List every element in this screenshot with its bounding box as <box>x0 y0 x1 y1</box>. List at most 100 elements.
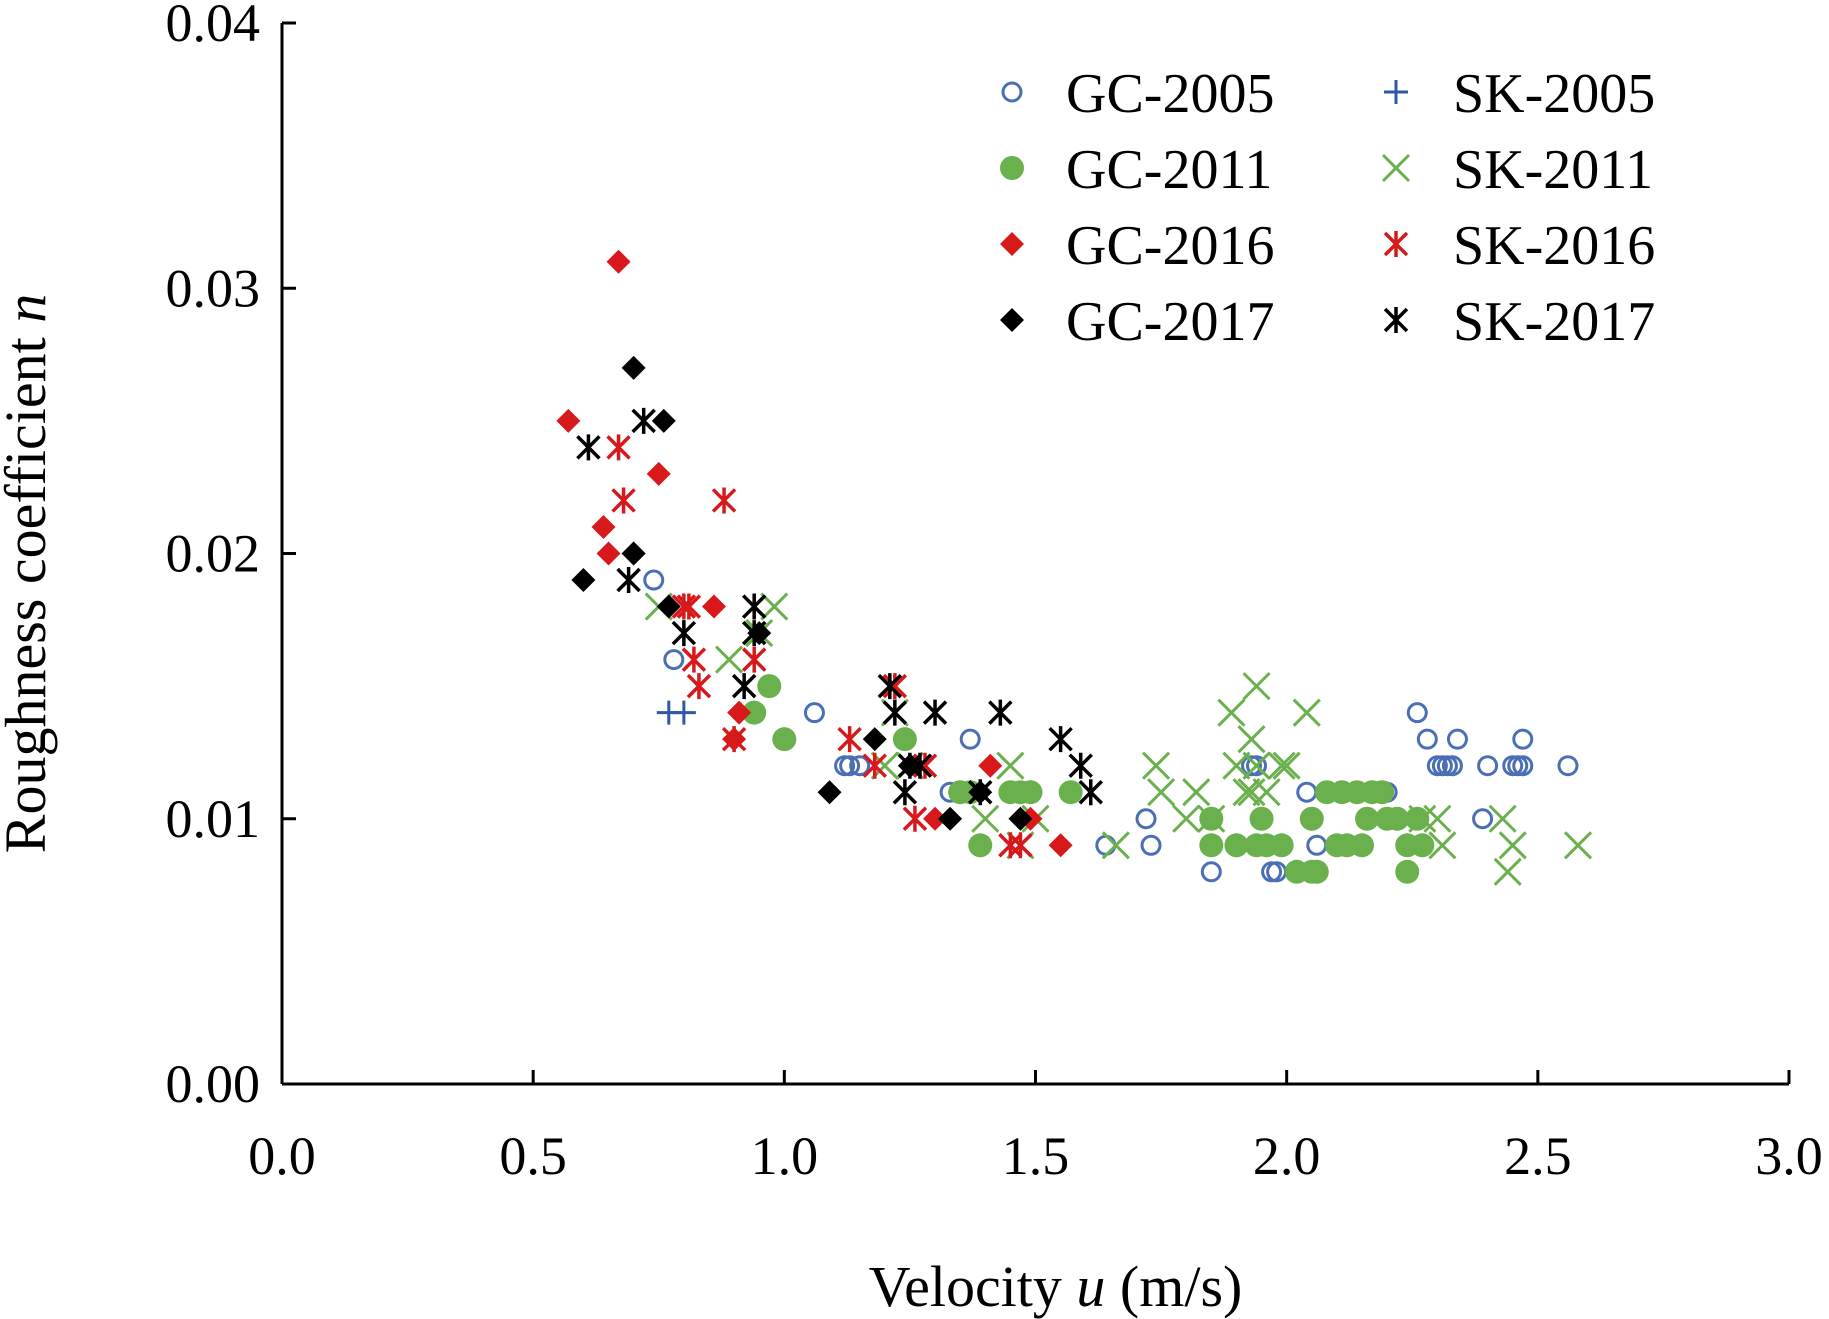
data-point <box>922 699 948 726</box>
data-point <box>1199 833 1224 858</box>
data-point <box>671 700 696 725</box>
data-point <box>1242 751 1271 780</box>
legend-item-sk-2017: SK-2017 <box>1383 291 1655 353</box>
data-point <box>1446 728 1468 750</box>
data-point <box>1292 698 1321 727</box>
series-sk-2016 <box>606 434 1033 859</box>
data-point <box>606 249 631 274</box>
legend-item-gc-2005: GC-2005 <box>1001 63 1274 125</box>
data-point <box>1197 804 1226 833</box>
data-point <box>839 755 861 777</box>
data-point <box>646 461 671 486</box>
data-point <box>702 594 727 619</box>
data-point <box>1416 728 1438 750</box>
data-point <box>772 727 797 752</box>
data-point <box>877 673 903 700</box>
legend-label: GC-2017 <box>1066 291 1274 353</box>
data-point <box>1563 831 1593 860</box>
data-point <box>971 804 1000 833</box>
data-point <box>1441 755 1463 777</box>
legend-item-sk-2011: SK-2011 <box>1381 139 1653 201</box>
legend-label: SK-2016 <box>1453 215 1655 277</box>
data-point <box>1350 833 1375 858</box>
data-point <box>731 673 757 700</box>
data-point <box>1200 861 1222 883</box>
data-point <box>1428 831 1457 860</box>
legend-item-gc-2017: GC-2017 <box>1000 291 1274 353</box>
y-tick-label: 0.04 <box>166 0 261 53</box>
data-point <box>651 408 676 433</box>
data-point <box>907 752 933 779</box>
data-point <box>741 593 767 620</box>
data-point <box>686 673 712 700</box>
legend-marker <box>1383 231 1409 257</box>
data-point <box>1249 806 1274 831</box>
x-tick-label: 1.5 <box>1002 1126 1070 1186</box>
data-point <box>996 751 1025 780</box>
data-point <box>1395 859 1420 884</box>
series-gc-2017 <box>571 355 1033 831</box>
data-point <box>1423 804 1452 833</box>
legend-label: GC-2005 <box>1066 63 1274 125</box>
data-point <box>757 674 782 699</box>
data-point <box>1512 728 1534 750</box>
data-point <box>606 434 631 461</box>
data-point <box>1498 831 1527 860</box>
data-point <box>882 673 908 700</box>
data-point <box>556 408 581 433</box>
data-point <box>760 592 789 621</box>
data-point <box>1299 806 1324 831</box>
data-point <box>1068 752 1093 779</box>
data-point <box>643 569 665 591</box>
plot-area <box>556 249 1593 886</box>
data-point <box>1217 698 1246 727</box>
data-point <box>1355 806 1380 831</box>
data-point <box>1493 857 1522 886</box>
data-point <box>1058 780 1083 805</box>
data-point <box>968 779 993 806</box>
data-point <box>1222 751 1251 780</box>
data-point <box>1095 834 1117 856</box>
data-point <box>1246 755 1268 777</box>
data-point <box>1182 778 1211 807</box>
data-point <box>1224 833 1249 858</box>
x-tick-label: 1.0 <box>751 1126 819 1186</box>
data-point <box>715 645 744 674</box>
data-point <box>817 780 842 805</box>
data-point <box>576 434 601 461</box>
data-point <box>988 699 1013 726</box>
data-point <box>742 700 767 725</box>
data-point <box>849 755 871 777</box>
data-point <box>902 805 928 832</box>
data-point <box>1488 804 1517 833</box>
data-point <box>1477 755 1499 777</box>
y-tick-label: 0.00 <box>166 1054 261 1114</box>
data-point <box>631 407 656 434</box>
data-point <box>621 541 646 566</box>
x-axis-title-post: (m/s) <box>1105 1254 1242 1319</box>
y-axis-title: Roughness coefficient n <box>0 294 58 853</box>
x-tick-label: 0.5 <box>499 1126 567 1186</box>
data-point <box>727 700 752 725</box>
data-point <box>1406 702 1428 724</box>
legend-item-gc-2016: GC-2016 <box>1000 215 1274 277</box>
data-point <box>571 568 596 593</box>
data-point <box>1512 755 1534 777</box>
y-tick-label: 0.02 <box>166 524 261 584</box>
data-point <box>721 726 747 753</box>
y-axis-title-var: n <box>0 294 58 323</box>
data-point <box>1408 804 1437 833</box>
data-point <box>1172 804 1201 833</box>
tick-group: 0.0 0.5 1.0 1.5 2.0 2.5 3.0 0.00 0.01 0.02 0.03 0.0… <box>166 0 1823 1186</box>
data-point <box>663 649 685 671</box>
legend-label: GC-2016 <box>1066 215 1274 277</box>
data-point <box>1370 780 1395 805</box>
data-point <box>1078 779 1103 806</box>
data-point <box>1135 808 1157 830</box>
x-tick-label: 2.5 <box>1504 1126 1572 1186</box>
data-point <box>837 726 862 753</box>
data-point <box>1101 831 1130 860</box>
data-point <box>1237 778 1266 807</box>
data-point <box>923 806 948 831</box>
